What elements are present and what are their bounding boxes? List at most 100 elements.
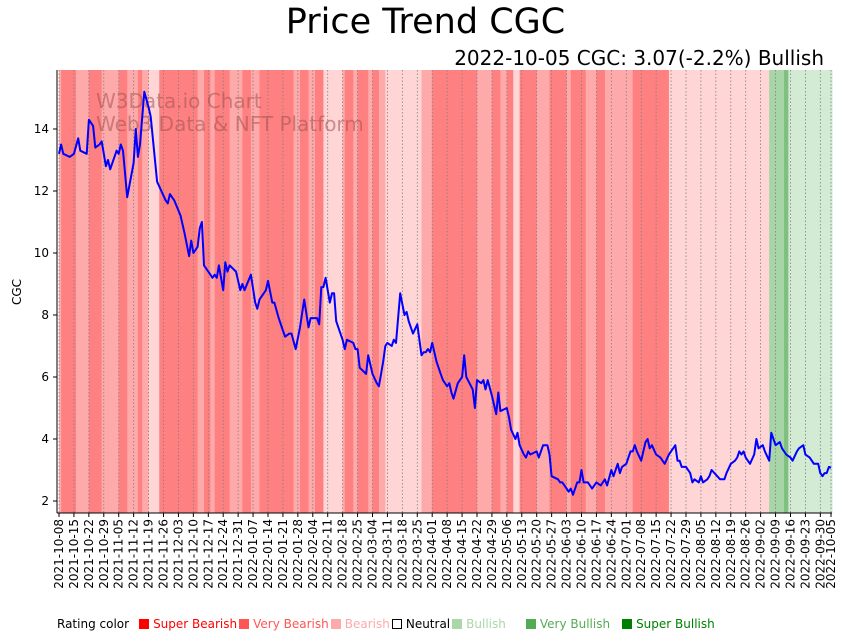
rating-band-bearish [110,70,120,513]
rating-band-bearish [368,70,373,513]
x-tick-label: 2022-06-24 [604,519,618,589]
rating-band-very_bearish [223,70,231,513]
legend-item-neutral: Neutral [391,617,451,631]
x-tick-label: 2022-04-29 [485,519,499,589]
rating-band-bearish [210,70,216,513]
legend-label: Neutral [405,617,451,631]
rating-bands [59,70,833,513]
chart-title: Price Trend CGC [285,2,566,42]
rating-band-very_bearish [462,70,478,513]
x-tick-label: 2021-12-31 [231,519,245,589]
x-tick-label: 2022-06-03 [560,519,574,589]
x-tick-label: 2022-04-22 [470,519,484,589]
chart-subtitle: 2022-10-05 CGC: 3.07(-2.2%) Bullish [454,46,824,70]
rating-band-light_bearish [323,70,344,513]
legend-label: Very Bearish [253,617,329,631]
rating-band-bearish [229,70,243,513]
y-tick-label: 6 [41,370,49,384]
rating-band-bearish [585,70,597,513]
x-tick-label: 2022-02-04 [306,519,320,589]
x-tick-label: 2022-07-22 [664,519,678,589]
rating-band-very_bearish [596,70,606,513]
rating-band-very_bearish [299,70,310,513]
legend-item-super-bullish: Super Bullish [622,617,715,631]
rating-band-very_bearish [491,70,501,513]
x-tick-label: 2022-05-06 [500,519,514,589]
rating-band-bearish [604,70,623,513]
x-tick-label: 2022-05-13 [515,519,529,589]
x-tick-label: 2022-05-20 [530,519,544,589]
rating-band-very_bearish [242,70,252,513]
legend-swatch [525,619,536,629]
rating-band-very_bullish [769,70,785,513]
x-tick-label: 2021-10-15 [67,519,81,589]
x-tick-label: 2022-08-12 [709,519,723,589]
rating-band-bearish [197,70,205,513]
x-axis-ticks: 2021-10-08 2021-10-15 2021-10-22 2021-10-29… [52,513,838,589]
rating-band-strong_bullish [784,70,789,513]
x-tick-label: 2022-07-08 [634,519,648,589]
x-tick-label: 2022-01-14 [261,519,275,589]
rating-band-light_bearish [406,70,423,513]
x-tick-label: 2022-09-23 [798,519,812,589]
x-tick-label: 2022-07-29 [679,519,693,589]
legend-swatch [330,619,341,629]
x-tick-label: 2022-01-21 [276,519,290,589]
x-tick-label: 2022-03-25 [410,519,424,589]
x-tick-label: 2021-11-12 [127,519,141,589]
rating-band-light_bearish [148,70,160,513]
rating-band-very_bearish [357,70,369,513]
x-tick-label: 2022-06-17 [589,519,603,589]
y-tick-label: 4 [41,432,49,446]
x-tick-label: 2021-11-26 [156,519,170,589]
x-tick-label: 2022-01-28 [291,519,305,589]
rating-band-very_bearish [453,70,463,513]
rating-band-bearish [622,70,634,513]
rating-band-bearish [59,70,62,513]
x-tick-label: 2021-12-17 [201,519,215,589]
y-axis-label: CGC [10,279,24,305]
x-tick-label: 2022-04-15 [455,519,469,589]
legend-swatch [239,619,250,629]
price-line [58,90,832,496]
rating-band-very_bearish [176,70,188,513]
rating-band-bearish [476,70,493,513]
rating-band-bearish [500,70,508,513]
x-tick-label: 2022-03-18 [395,519,409,589]
gridlines [58,70,832,513]
rating-band-very_bearish [88,70,103,513]
rating-band-very_bearish [560,70,568,513]
x-tick-label: 2021-10-29 [97,519,111,589]
x-tick-label: 2021-12-24 [216,519,230,589]
legend-item-very-bullish: Very Bullish [525,617,610,631]
x-tick-label: 2021-12-03 [171,519,185,589]
rating-band-bearish [101,70,111,513]
legend-swatch [391,619,402,629]
legend-item-very-bearish: Very Bearish [239,617,329,631]
y-tick-label: 14 [34,122,49,136]
rating-band-very_bearish [432,70,455,513]
legend-item-bearish: Bearish [330,617,390,631]
rating-band-bearish [293,70,301,513]
rating-band-very_bearish [553,70,561,513]
x-tick-label: 2022-06-10 [574,519,588,589]
rating-band-bearish [250,70,260,513]
rating-band-bearish [536,70,550,513]
x-tick-label: 2022-03-11 [380,519,394,589]
rating-band-bearish [378,70,386,513]
y-tick-label: 12 [34,184,49,198]
x-tick-label: 2022-08-19 [724,519,738,589]
x-tick-label: 2022-04-01 [425,519,439,589]
rating-band-very_bearish [61,70,66,513]
rating-band-light_bearish [675,70,770,513]
x-tick-label: 2022-09-02 [754,519,768,589]
rating-band-very_bearish [632,70,659,513]
rating-band-very_bearish [276,70,295,513]
x-tick-label: 2021-11-19 [142,519,156,589]
watermark: W3Data.io Chart Web3 Data & NFT Platform [96,89,364,136]
rating-band-very_bearish [570,70,587,513]
rating-band-light_bearish [668,70,676,513]
legend-swatch [452,619,463,629]
rating-band-light_bearish [385,70,408,513]
rating-band-bearish [127,70,139,513]
